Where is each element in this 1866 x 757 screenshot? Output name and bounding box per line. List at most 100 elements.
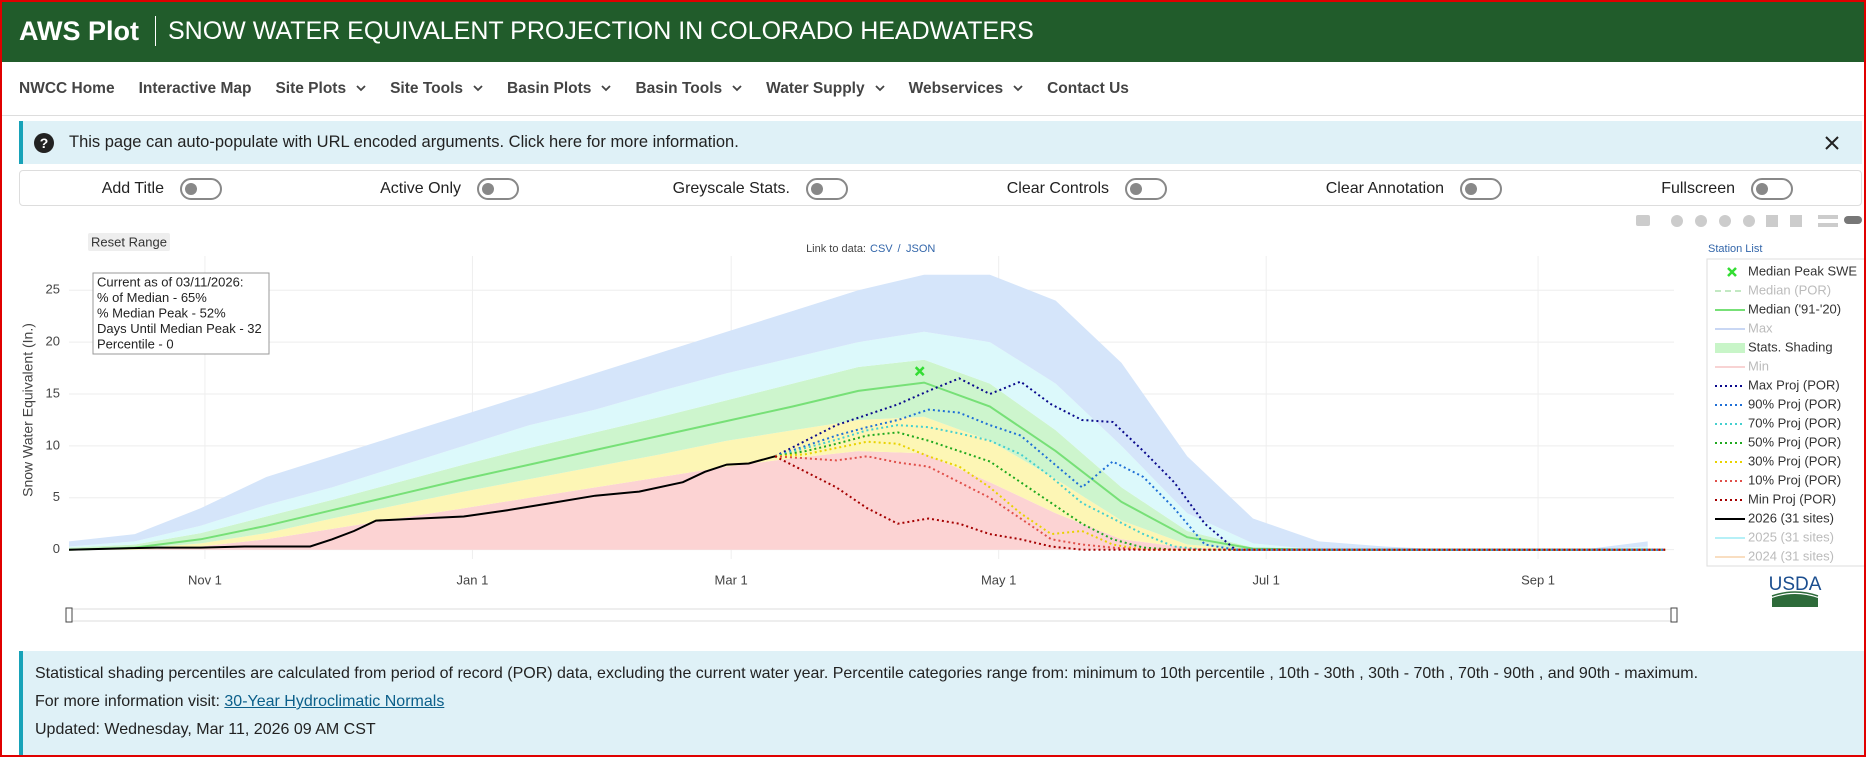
nav-item[interactable]: Interactive Map bbox=[139, 80, 252, 98]
y-tick-label: 20 bbox=[46, 334, 60, 349]
header: AWS Plot SNOW WATER EQUIVALENT PROJECTIO… bbox=[0, 0, 1866, 62]
info-banner[interactable]: ? This page can auto-populate with URL e… bbox=[19, 121, 1862, 164]
toggle-label: Fullscreen bbox=[1661, 180, 1735, 197]
nav-item[interactable]: Webservices bbox=[909, 80, 1024, 98]
close-button[interactable] bbox=[1824, 135, 1840, 151]
x-tick-label: Mar 1 bbox=[715, 572, 748, 587]
legend-symbol bbox=[1715, 343, 1745, 353]
series-line bbox=[68, 455, 776, 551]
nav-label[interactable]: Contact Us bbox=[1047, 79, 1129, 97]
toggle-switch[interactable] bbox=[1460, 178, 1502, 200]
page-title: SNOW WATER EQUIVALENT PROJECTION IN COLO… bbox=[168, 16, 1034, 45]
nav-item[interactable]: Contact Us bbox=[1047, 80, 1129, 98]
legend-label[interactable]: Max bbox=[1748, 320, 1773, 335]
toggle-bar: Add Title Active Only Greyscale Stats. Clea… bbox=[19, 170, 1862, 206]
annotation-line: Current as of 03/11/2026: bbox=[97, 274, 243, 289]
y-tick-label: 0 bbox=[53, 541, 60, 556]
chevron bbox=[732, 85, 742, 92]
chevron bbox=[874, 85, 885, 92]
legend-label[interactable]: Median ('91-'20) bbox=[1748, 301, 1841, 316]
legend-label[interactable]: 90% Proj (POR) bbox=[1748, 396, 1841, 411]
plot bbox=[68, 256, 1674, 559]
footer-updated: Updated: Wednesday, Mar 11, 2026 09 AM C… bbox=[35, 721, 376, 738]
toggle-label: Clear Controls bbox=[1006, 180, 1109, 197]
usda-logo: USDA bbox=[1769, 574, 1822, 607]
chevron bbox=[601, 85, 612, 92]
nav-label[interactable]: Basin Tools bbox=[635, 79, 723, 97]
brand[interactable]: AWS Plot bbox=[19, 15, 139, 46]
banner-text: This page can auto-populate with URL enc… bbox=[69, 133, 739, 151]
x-tick-label: Nov 1 bbox=[188, 572, 222, 587]
toggle-switch[interactable] bbox=[806, 178, 848, 200]
nav-item[interactable]: Site Plots bbox=[275, 80, 366, 98]
footer-note: Statistical shading percentiles are calc… bbox=[35, 665, 1699, 682]
nav-item[interactable]: Site Tools bbox=[390, 80, 483, 98]
toggle-switch[interactable] bbox=[1751, 178, 1793, 200]
legend-label[interactable]: 10% Proj (POR) bbox=[1748, 472, 1841, 487]
legend-label[interactable]: 2025 (31 sites) bbox=[1748, 529, 1834, 544]
shading-band bbox=[69, 274, 1648, 550]
nav-item[interactable]: Basin Plots bbox=[507, 79, 612, 98]
toggle-label: Clear Annotation bbox=[1325, 180, 1444, 197]
footer-more: For more information visit: 30-Year Hydr… bbox=[35, 693, 444, 711]
logo-text: USDA bbox=[1769, 574, 1822, 595]
chevron bbox=[356, 85, 366, 92]
nav-label[interactable]: Site Plots bbox=[275, 79, 347, 97]
legend-label[interactable]: 2026 (31 sites) bbox=[1748, 510, 1834, 525]
nav-item[interactable]: NWCC Home bbox=[19, 80, 115, 98]
nav-label[interactable]: NWCC Home bbox=[19, 79, 115, 97]
legend-label[interactable]: Min bbox=[1748, 358, 1769, 373]
json-link[interactable]: JSON bbox=[906, 243, 935, 255]
annotation-line: Percentile - 0 bbox=[97, 336, 174, 351]
legend-label[interactable]: 50% Proj (POR) bbox=[1748, 434, 1841, 449]
reset-label[interactable]: Reset Range bbox=[91, 234, 167, 249]
csv-link[interactable]: CSV bbox=[870, 243, 893, 255]
y-tick-label: 5 bbox=[53, 489, 60, 504]
annotation-line: % of Median - 65% bbox=[97, 290, 207, 305]
chevron bbox=[473, 85, 483, 92]
nav-label[interactable]: Interactive Map bbox=[138, 79, 252, 97]
legend-label[interactable]: 2024 (31 sites) bbox=[1748, 548, 1834, 563]
legend-label[interactable]: Median Peak SWE bbox=[1748, 263, 1857, 278]
range-slider[interactable] bbox=[65, 607, 1678, 623]
legend-label[interactable]: 30% Proj (POR) bbox=[1748, 453, 1841, 468]
annotation-line: Days Until Median Peak - 32 bbox=[97, 321, 262, 336]
chart: Reset Range Link to data: CSV / JSON Sta… bbox=[20, 215, 1866, 623]
link-separator: / bbox=[897, 243, 901, 255]
nav-item[interactable]: Water Supply bbox=[766, 79, 885, 98]
link-label: Link to data: bbox=[806, 243, 866, 255]
legend-label[interactable]: 70% Proj (POR) bbox=[1748, 415, 1841, 430]
annotation-line: % Median Peak - 52% bbox=[97, 305, 226, 320]
modebar[interactable] bbox=[1636, 215, 1862, 227]
station-list[interactable]: Station List bbox=[1708, 243, 1762, 255]
legend-label[interactable]: Max Proj (POR) bbox=[1748, 377, 1840, 392]
x-tick-label: Sep 1 bbox=[1521, 572, 1555, 587]
help-icon: ? bbox=[34, 132, 54, 153]
nav-label[interactable]: Site Tools bbox=[390, 79, 464, 97]
toggle-switch[interactable] bbox=[477, 178, 519, 200]
legend-label[interactable]: Median (POR) bbox=[1748, 282, 1831, 297]
footer: Statistical shading percentiles are calc… bbox=[19, 651, 1866, 757]
legend-label[interactable]: Stats. Shading bbox=[1748, 339, 1833, 354]
series-line bbox=[774, 440, 1666, 551]
series-line bbox=[774, 408, 1666, 551]
nav-item[interactable]: Basin Tools bbox=[635, 80, 742, 98]
chevron bbox=[1013, 85, 1023, 92]
divider bbox=[0, 115, 1866, 116]
nav-label[interactable]: Water Supply bbox=[766, 79, 865, 97]
nav: NWCC Home Interactive Map Site Plots Site T… bbox=[19, 62, 1129, 115]
more-link[interactable]: 30-Year Hydroclimatic Normals bbox=[224, 693, 445, 710]
y-axis-title: Snow Water Equivalent (In.) bbox=[20, 323, 36, 497]
toggle-switch[interactable] bbox=[180, 178, 222, 200]
nav-label[interactable]: Webservices bbox=[908, 79, 1004, 97]
nav-label[interactable]: Basin Plots bbox=[507, 79, 592, 97]
y-tick-label: 10 bbox=[46, 437, 60, 452]
legend-label[interactable]: Min Proj (POR) bbox=[1748, 491, 1836, 506]
shading-band bbox=[69, 416, 1648, 550]
reset-button[interactable] bbox=[88, 233, 170, 251]
toggle-switch[interactable] bbox=[1125, 178, 1167, 200]
y-tick-label: 25 bbox=[46, 282, 60, 297]
more-label: For more information visit: bbox=[35, 693, 220, 710]
annotation-box bbox=[92, 272, 270, 355]
toggle-label: Greyscale Stats. bbox=[672, 180, 790, 197]
